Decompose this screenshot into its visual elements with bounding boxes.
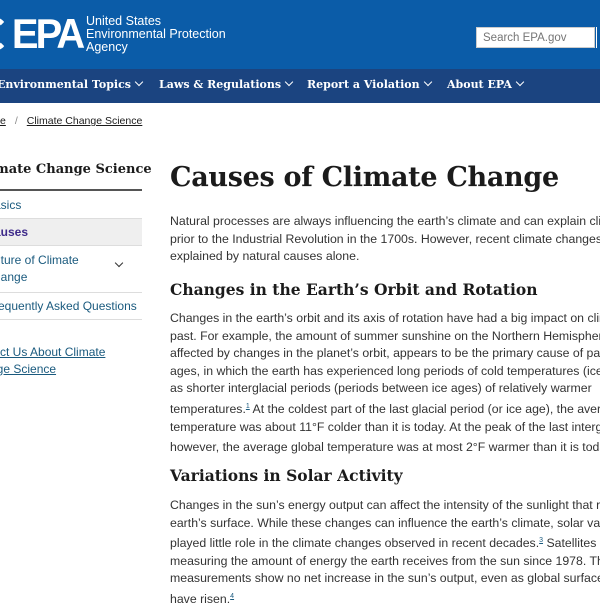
contact-link-line: tact Us About Climate xyxy=(0,345,106,359)
nav-label: Laws & Regulations xyxy=(159,78,282,91)
breadcrumb-separator: / xyxy=(14,115,18,127)
breadcrumb-climate-change-science[interactable]: Climate Change Science xyxy=(26,115,143,127)
text-line: played little role in the climate change… xyxy=(170,532,600,553)
breadcrumb: e / Climate Change Science xyxy=(0,115,142,127)
nav-report-violation[interactable]: Report a Violation xyxy=(307,77,432,91)
text-line: measurements show no net increase in the… xyxy=(170,571,600,586)
section-heading-orbit: Changes in the Earth’s Orbit and Rotatio… xyxy=(170,280,538,299)
text-line: measuring the amount of energy the earth… xyxy=(170,553,600,568)
agency-line: Agency xyxy=(86,40,128,54)
chevron-down-icon[interactable] xyxy=(114,258,124,268)
footnote-link[interactable]: 3 xyxy=(539,537,544,545)
text: however, the average global temperature … xyxy=(170,440,600,455)
intro-paragraph: Natural processes are always influencing… xyxy=(170,213,600,266)
text-line: Natural processes are always influencing… xyxy=(170,214,600,228)
solar-paragraph: Changes in the sun’s energy output can a… xyxy=(170,497,600,609)
text: Satellites have bee xyxy=(546,536,600,551)
text-line: however, the average global temperature … xyxy=(170,436,600,457)
text-line: Changes in the earth’s orbit and its axi… xyxy=(170,311,600,325)
text: have risen. xyxy=(170,591,231,606)
chevron-down-icon xyxy=(515,77,525,87)
nav-about-epa[interactable]: About EPA xyxy=(447,77,525,91)
agency-line: United States xyxy=(86,14,162,28)
text-line: past. For example, the amount of summer … xyxy=(170,328,600,343)
sidebar-divider xyxy=(0,189,142,191)
text-line: have risen.4 xyxy=(170,588,600,609)
site-header: EPA United States Environmental Protecti… xyxy=(0,0,600,69)
footnote-link[interactable]: 4 xyxy=(230,592,235,600)
sidebar-title: imate Change Science xyxy=(0,162,152,177)
contact-link-line: nge Science xyxy=(0,362,57,376)
sidebar-item-causes[interactable]: auses xyxy=(0,219,142,246)
sidebar-item-future[interactable]: uture of Climate hange xyxy=(0,246,142,293)
text-line: explained by natural causes alone. xyxy=(170,249,360,264)
orbit-paragraph: Changes in the earth’s orbit and its axi… xyxy=(170,310,600,457)
text-line: temperatures.1 At the coldest part of th… xyxy=(170,398,600,419)
section-heading-solar: Variations in Solar Activity xyxy=(170,466,403,485)
text-line: Changes in the sun’s energy output can a… xyxy=(170,498,600,512)
text-line: ages, in which the earth has experienced… xyxy=(170,363,600,378)
agency-line: Environmental Protection xyxy=(86,27,226,41)
sidebar-item-basics[interactable]: asics xyxy=(0,192,142,219)
text: At the coldest part of the last glacial … xyxy=(252,401,600,416)
nav-label: Environmental Topics xyxy=(0,78,131,91)
page-title: Causes of Climate Change xyxy=(170,162,559,193)
text: temperatures. xyxy=(170,401,246,416)
sidebar-item-label: uture of Climate xyxy=(0,253,79,267)
search-button[interactable] xyxy=(596,27,600,48)
nav-laws-regulations[interactable]: Laws & Regulations xyxy=(159,77,294,91)
footnote-link[interactable]: 1 xyxy=(245,402,250,410)
sidebar-item-label: asics xyxy=(0,198,22,212)
logo-text: EPA xyxy=(11,10,85,57)
nav-environmental-topics[interactable]: Environmental Topics xyxy=(0,77,144,91)
text-line: prior to the Industrial Revolution in th… xyxy=(170,231,600,246)
breadcrumb-home[interactable]: e xyxy=(0,115,6,127)
chevron-down-icon xyxy=(284,77,294,87)
search-input[interactable] xyxy=(476,27,595,48)
sidebar-item-label: requently Asked Questions xyxy=(0,299,137,313)
text-line: temperature was about 11°F colder than i… xyxy=(170,419,600,434)
text: played little role in the climate change… xyxy=(170,536,540,551)
nav-label: Report a Violation xyxy=(307,78,420,91)
epa-flower-icon xyxy=(0,18,8,50)
contact-link[interactable]: tact Us About Climate nge Science xyxy=(0,344,105,378)
text-line: as shorter interglacial periods (periods… xyxy=(170,381,592,396)
nav-label: About EPA xyxy=(447,78,512,91)
text-line: affected by changes in the planet’s orbi… xyxy=(170,346,600,361)
main-nav: Environmental Topics Laws & Regulations … xyxy=(0,69,600,103)
epa-logo[interactable]: EPA xyxy=(0,10,85,57)
agency-name: United States Environmental Protection A… xyxy=(86,15,226,54)
chevron-down-icon xyxy=(423,77,432,87)
chevron-down-icon xyxy=(134,77,144,87)
text-line: earth’s surface. While these changes can… xyxy=(170,515,600,530)
sidebar-item-label: hange xyxy=(0,270,28,284)
sidebar-item-label: auses xyxy=(0,225,29,239)
sidebar-item-faq[interactable]: requently Asked Questions xyxy=(0,293,142,320)
